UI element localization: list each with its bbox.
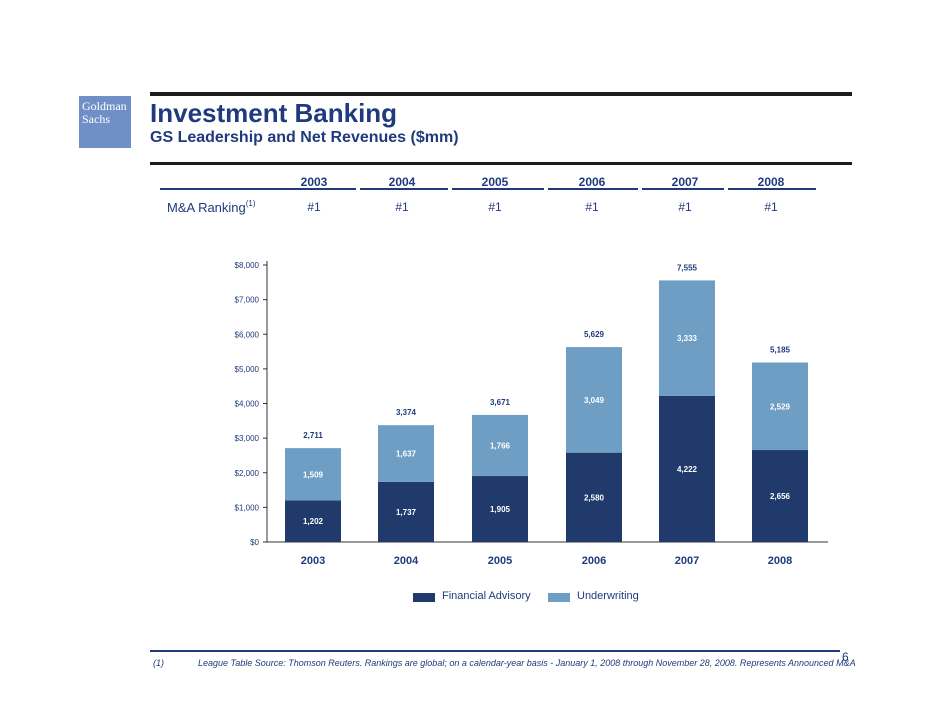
data-label-underwriting: 1,637 [396,450,417,459]
rank-value-2003: #1 [307,200,321,214]
bar-financial-advisory [566,452,622,542]
data-label-underwriting: 1,766 [490,441,511,450]
rank-rule-2005 [452,188,544,190]
rank-value-2008: #1 [764,200,778,214]
bar-underwriting [659,280,715,396]
bar-financial-advisory [659,395,715,542]
rank-year-2003: 2003 [300,175,328,189]
page-subtitle: GS Leadership and Net Revenues ($mm) [150,129,459,146]
section-rule [150,162,852,165]
footnote-mark: (1) [153,658,164,668]
data-label-total: 5,629 [584,330,605,339]
data-label-underwriting: 3,333 [677,334,698,343]
y-tick-label: $8,000 [235,261,260,270]
rank-year-2008: 2008 [757,175,785,189]
bar-underwriting [378,425,434,482]
legend-swatch-advisory [413,593,435,602]
x-tick-label: 2005 [488,555,512,567]
rank-value-2005: #1 [488,200,502,214]
bar-financial-advisory [285,500,341,542]
rank-year-2006: 2006 [578,175,606,189]
footnote-text: League Table Source: Thomson Reuters. Ra… [198,658,856,668]
logo-line-2: Sachs [82,112,110,126]
rank-year-2005: 2005 [481,175,509,189]
bar-financial-advisory [378,481,434,542]
rank-year-2007: 2007 [671,175,699,189]
bar-financial-advisory [752,450,808,542]
bar-underwriting [752,362,808,451]
y-tick-label: $2,000 [235,469,260,478]
rank-rule-2007 [642,188,724,190]
data-label-total: 3,374 [396,408,417,417]
ma-ranking-footnote-ref: (1) [245,199,256,208]
legend-swatch-underwriting [548,593,570,602]
data-label-advisory: 2,580 [584,493,605,502]
x-tick-label: 2003 [301,555,325,567]
data-label-advisory: 2,656 [770,492,791,501]
y-tick-label: $5,000 [235,365,260,374]
data-label-advisory: 4,222 [677,465,698,474]
rank-rule-label [160,188,355,190]
rank-rule-2003 [272,188,356,190]
y-tick-label: $6,000 [235,330,260,339]
x-tick-label: 2006 [582,555,606,567]
y-tick-label: $1,000 [235,503,260,512]
data-label-advisory: 1,202 [303,517,324,526]
data-label-underwriting: 2,529 [770,402,791,411]
logo-line-1: Goldman [82,99,127,113]
y-tick-label: $3,000 [235,434,260,443]
rank-year-2004: 2004 [388,175,416,189]
goldman-sachs-logo: Goldman Sachs [79,96,131,148]
x-tick-label: 2008 [768,555,792,567]
y-tick-label: $4,000 [235,400,260,409]
x-tick-label: 2007 [675,555,699,567]
bar-underwriting [472,414,528,477]
bar-underwriting [285,448,341,501]
rank-rule-2004 [360,188,448,190]
rank-value-2006: #1 [585,200,599,214]
footer-rule [150,650,840,652]
page-title: Investment Banking [150,98,398,128]
y-tick-label: $7,000 [235,296,260,305]
ma-ranking-text: M&A Ranking [167,200,246,215]
rank-value-2004: #1 [395,200,409,214]
y-tick-label: $0 [250,538,259,547]
rank-rule-2006 [548,188,638,190]
data-label-underwriting: 1,509 [303,470,324,479]
header-rule [150,92,852,96]
data-label-total: 5,185 [770,345,791,354]
x-tick-label: 2004 [394,555,419,567]
bar-underwriting [566,347,622,453]
page-number: 6 [842,650,849,664]
data-label-advisory: 1,905 [490,505,511,514]
data-label-total: 3,671 [490,398,511,407]
rank-rule-2008 [728,188,816,190]
ma-ranking-label: M&A Ranking(1) [167,199,256,215]
bar-financial-advisory [472,476,528,542]
legend-label-underwriting: Underwriting [577,590,639,602]
legend-label-advisory: Financial Advisory [442,590,531,602]
data-label-underwriting: 3,049 [584,396,605,405]
data-label-advisory: 1,737 [396,508,417,517]
data-label-total: 2,711 [303,431,323,440]
rank-value-2007: #1 [678,200,692,214]
data-label-total: 7,555 [677,263,698,272]
